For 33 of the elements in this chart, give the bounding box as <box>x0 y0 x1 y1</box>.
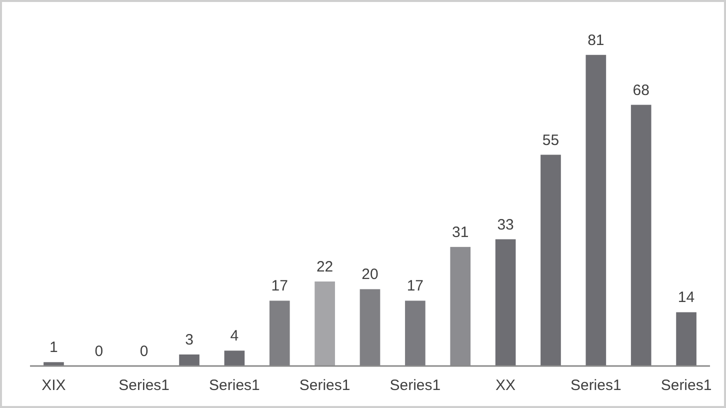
data-label: 1 <box>50 339 58 356</box>
bar <box>630 104 652 366</box>
bar <box>676 312 696 366</box>
x-tick-label: Series1 <box>570 377 622 394</box>
data-label: 31 <box>452 224 469 241</box>
bar <box>179 354 200 366</box>
data-label: 0 <box>94 343 104 360</box>
x-tick-label: Series1 <box>299 377 350 394</box>
x-tick-label: Series1 <box>209 377 260 394</box>
x-tick-label: Series1 <box>118 377 170 394</box>
x-tick-label: XIX <box>42 377 66 394</box>
data-label: 55 <box>542 132 560 149</box>
bar <box>405 300 426 366</box>
data-label: 0 <box>140 343 148 360</box>
bar <box>540 154 561 366</box>
bar <box>495 239 516 366</box>
bar <box>314 282 335 366</box>
data-label: 17 <box>271 278 288 295</box>
bar <box>224 350 245 366</box>
bar <box>586 54 606 366</box>
data-label: 4 <box>230 328 239 345</box>
data-label: 14 <box>678 289 695 306</box>
data-label: 81 <box>588 32 604 49</box>
x-tick-label: Series1 <box>390 377 441 394</box>
x-tick-label: Series1 <box>660 377 712 394</box>
data-label: 17 <box>406 278 424 295</box>
data-label: 3 <box>185 331 194 348</box>
data-label: 20 <box>362 266 378 284</box>
bar <box>44 362 64 366</box>
data-label: 33 <box>497 216 514 234</box>
data-label: 68 <box>632 82 650 99</box>
data-label: 22 <box>316 258 334 276</box>
x-tick-label: XX <box>496 377 516 394</box>
